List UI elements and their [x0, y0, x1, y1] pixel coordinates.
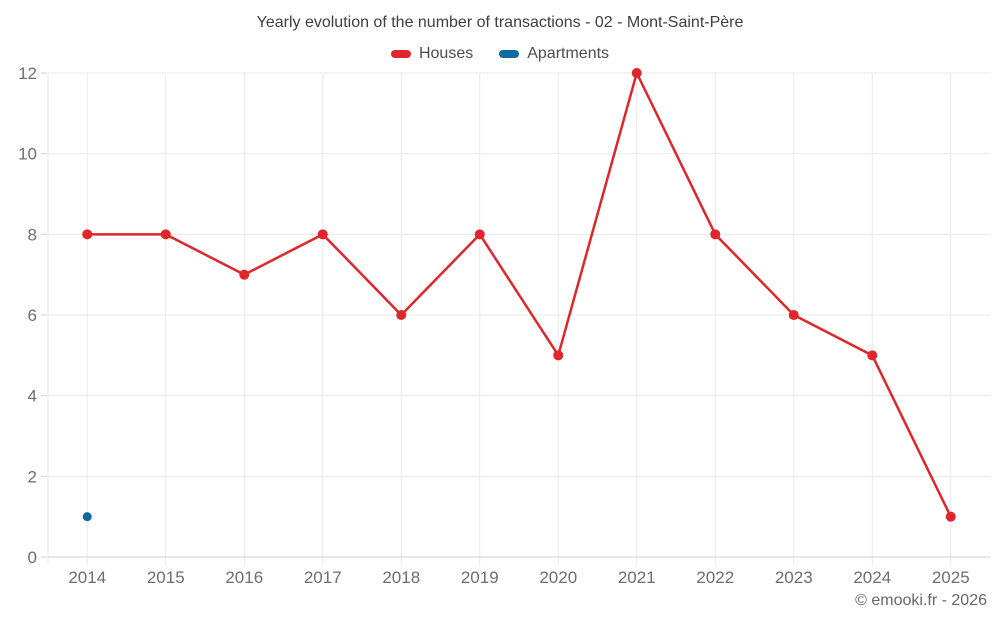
y-tick-label: 6: [28, 306, 37, 325]
y-tick-label: 2: [28, 467, 37, 486]
houses-point-2020[interactable]: [553, 350, 564, 361]
attribution-text: © emooki.fr - 2026: [855, 592, 987, 609]
x-tick-label: 2017: [304, 568, 342, 587]
y-tick-label: 10: [18, 145, 37, 164]
houses-point-2015[interactable]: [160, 229, 171, 240]
houses-point-2023[interactable]: [788, 310, 799, 320]
x-tick-label: 2018: [382, 568, 420, 587]
apartments-swatch-icon: [499, 50, 520, 58]
houses-point-2024[interactable]: [867, 350, 878, 361]
legend-label-houses: Houses: [418, 45, 474, 62]
houses-point-2022[interactable]: [710, 229, 721, 240]
y-tick-label: 12: [18, 64, 37, 83]
houses-point-2025[interactable]: [945, 511, 956, 522]
x-tick-label: 2024: [853, 568, 891, 587]
legend-label-apartments: Apartments: [527, 45, 610, 62]
houses-point-2021[interactable]: [631, 68, 642, 78]
x-tick-label: 2016: [225, 568, 263, 587]
x-tick-label: 2022: [696, 568, 734, 587]
y-tick-label: 4: [28, 387, 37, 406]
legend-item-apartments[interactable]: Apartments: [499, 45, 609, 63]
x-tick-label: 2020: [539, 568, 577, 587]
apartments-point-2014[interactable]: [82, 512, 92, 522]
x-tick-label: 2014: [68, 568, 106, 587]
x-tick-label: 2025: [932, 568, 970, 587]
houses-point-2016[interactable]: [239, 269, 250, 280]
houses-point-2018[interactable]: [396, 310, 407, 320]
x-tick-label: 2015: [147, 568, 185, 587]
houses-point-2014[interactable]: [82, 229, 93, 240]
chart-title: Yearly evolution of the number of transa…: [256, 14, 744, 31]
legend-item-houses[interactable]: Houses: [390, 45, 474, 63]
houses-line: [86, 71, 952, 518]
houses-point-2017[interactable]: [317, 229, 328, 240]
x-tick-label: 2023: [775, 568, 813, 587]
x-tick-label: 2019: [461, 568, 499, 587]
y-tick-label: 8: [28, 225, 37, 244]
y-tick-label: 0: [28, 548, 37, 567]
houses-point-2019[interactable]: [474, 229, 485, 240]
x-tick-label: 2021: [618, 568, 656, 587]
legend: Houses Apartments: [0, 45, 1000, 63]
houses-swatch-icon: [390, 50, 411, 58]
